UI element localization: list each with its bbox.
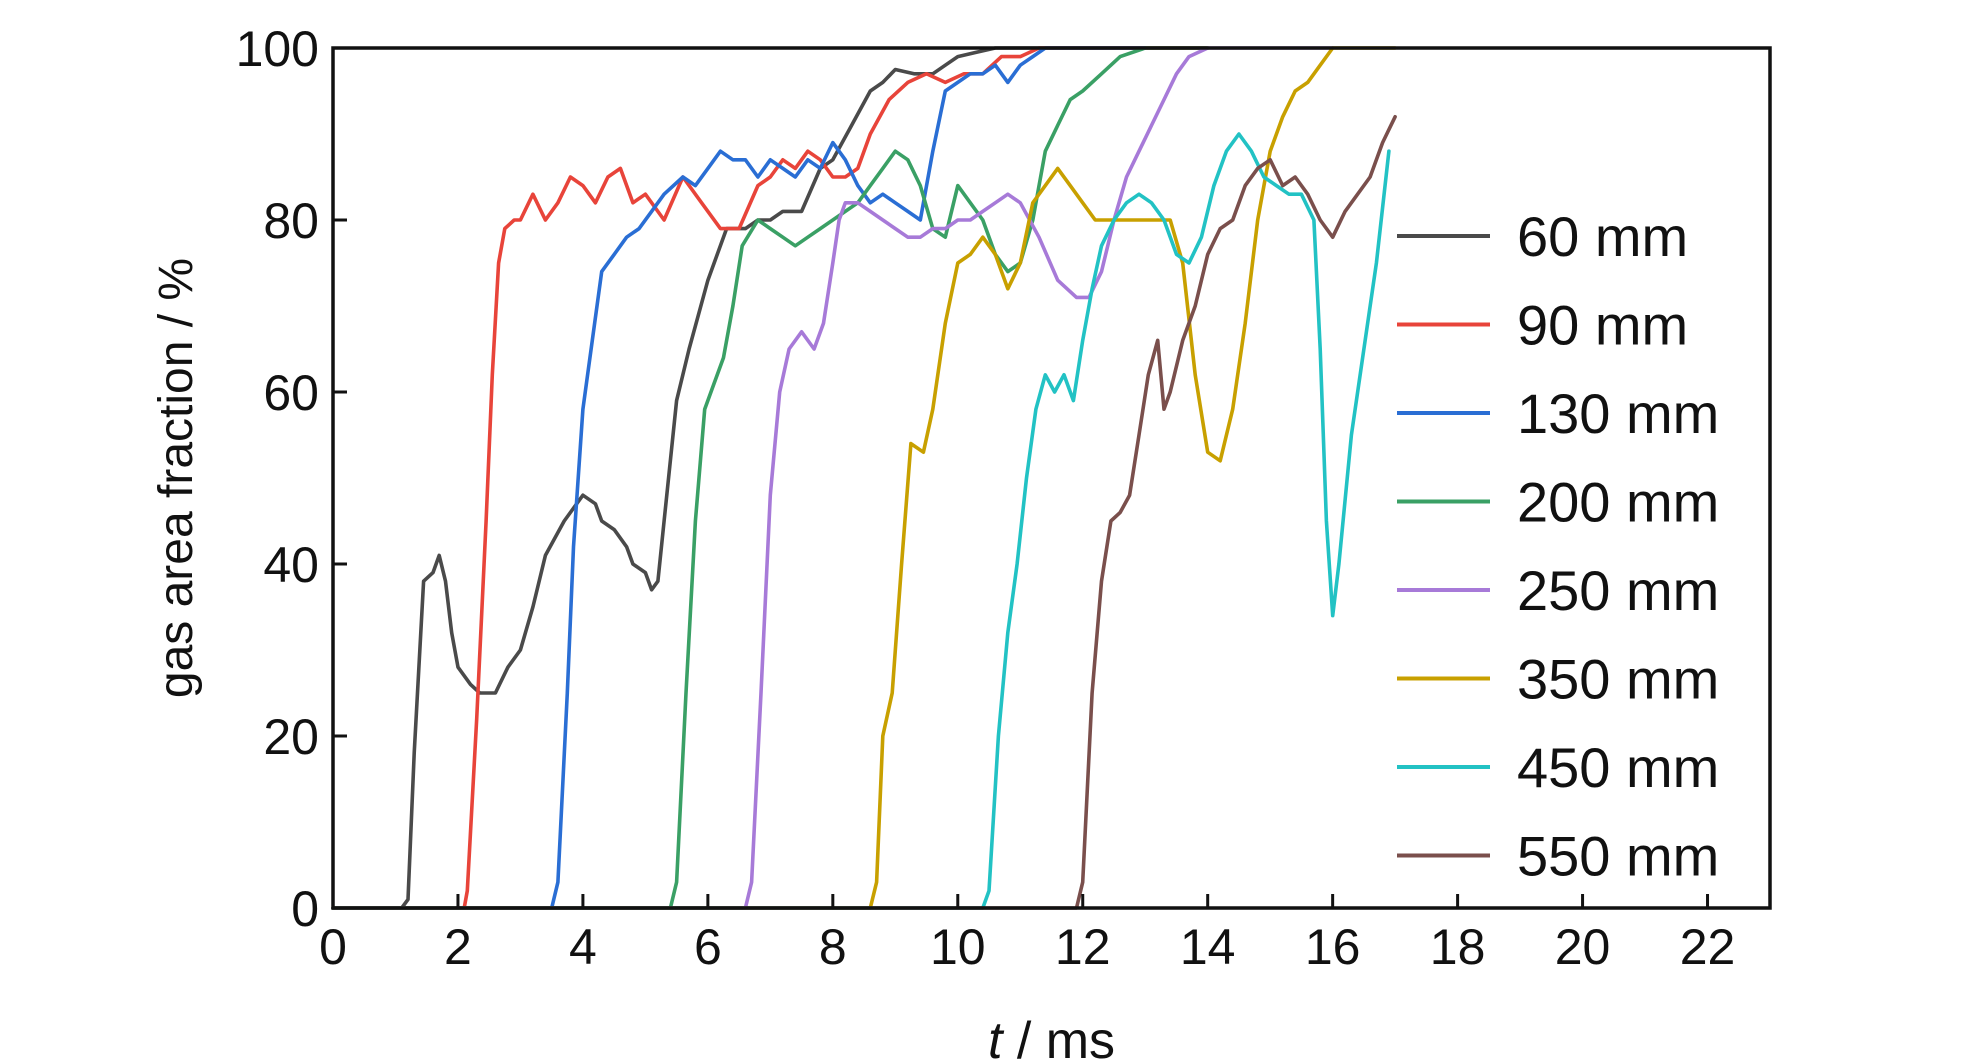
legend-label: 90 mm (1517, 294, 1688, 357)
legend-label: 550 mm (1517, 825, 1719, 888)
plot-frame (331, 46, 1772, 910)
legend-label: 450 mm (1517, 736, 1719, 799)
legend-label: 200 mm (1517, 471, 1719, 534)
x-axis-label-unit: / ms (1002, 1012, 1115, 1063)
series-line-60-mm (331, 46, 1210, 910)
x-tick-label: 6 (694, 919, 722, 975)
legend-label: 350 mm (1517, 648, 1719, 711)
series-line-550-mm (331, 115, 1397, 910)
x-tick-label: 14 (1180, 919, 1236, 975)
series-line-350-mm (331, 46, 1397, 910)
series-line-200-mm (331, 46, 1210, 910)
y-tick-label: 0 (291, 881, 319, 937)
x-tick-label: 8 (819, 919, 847, 975)
x-axis-label-variable: t (988, 1012, 1005, 1063)
series-line-90-mm (331, 46, 1210, 910)
x-tick-label: 4 (569, 919, 597, 975)
x-tick-label: 12 (1055, 919, 1111, 975)
y-tick-label: 40 (263, 537, 319, 593)
x-tick-label: 0 (319, 919, 347, 975)
x-tick-label: 16 (1305, 919, 1361, 975)
x-tick-label: 18 (1430, 919, 1486, 975)
y-tick-label: 80 (263, 193, 319, 249)
series-line-450-mm (331, 132, 1391, 910)
y-tick-label: 60 (263, 365, 319, 421)
series-line-250-mm (331, 46, 1335, 910)
legend-label: 130 mm (1517, 382, 1719, 445)
x-tick-label: 10 (930, 919, 986, 975)
x-tick-label: 20 (1555, 919, 1611, 975)
series-line-130-mm (331, 46, 1147, 910)
x-tick-label: 2 (444, 919, 472, 975)
y-tick-label: 20 (263, 709, 319, 765)
series-lines (331, 46, 1397, 910)
axes: 0 2 4 6 8 10 12 14 16 18 20 22 0 20 40 60 80 100 (236, 21, 1736, 975)
legend-label: 60 mm (1517, 205, 1688, 268)
x-axis-label: t / ms (988, 1012, 1115, 1063)
legend: 60 mm 90 mm 130 mm 200 mm 250 mm 350 mm 450 mm… (1397, 205, 1719, 888)
y-tick-label: 100 (236, 21, 319, 77)
y-axis-label: gas area fraction / % (150, 258, 203, 698)
x-tick-label: 22 (1680, 919, 1736, 975)
legend-label: 250 mm (1517, 559, 1719, 622)
